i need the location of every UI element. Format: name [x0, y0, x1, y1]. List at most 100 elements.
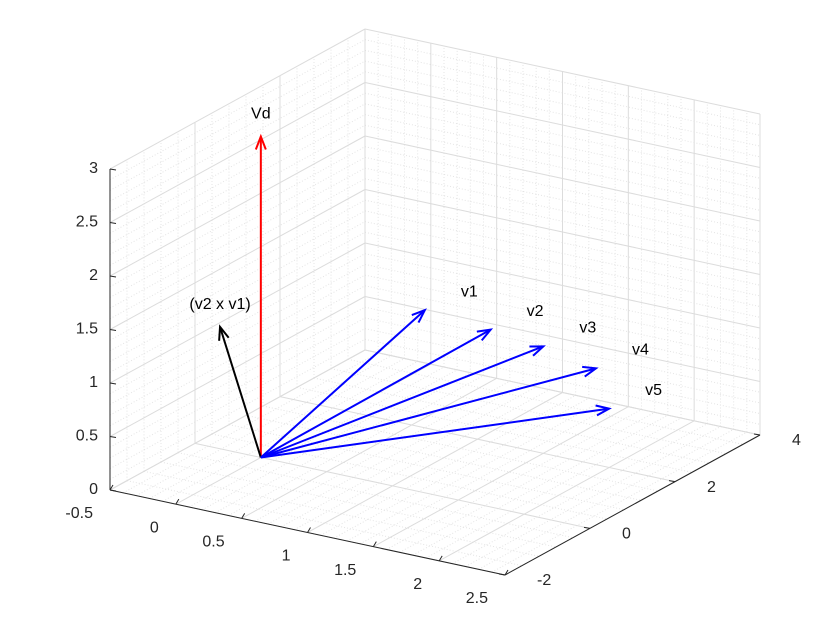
minor-grid-line	[425, 417, 682, 559]
vector-label: v5	[645, 382, 662, 399]
vector-label: v4	[632, 342, 649, 359]
minor-grid-line	[109, 39, 366, 181]
vector-label: v2	[527, 303, 544, 320]
y-tick-label: 0	[622, 526, 631, 543]
minor-grid-line	[109, 253, 366, 395]
arrow-head	[218, 324, 230, 341]
axes: -0.5 0 0.5 1 1.5 2 2.5 -2 0 2 4 0 0.5 1 1.5 2 2.5 3	[65, 160, 801, 607]
minor-grid-line	[188, 366, 445, 508]
minor-grid-line	[109, 103, 366, 245]
grid-line	[364, 28, 761, 115]
grid-line	[241, 377, 497, 519]
grid-line	[109, 189, 366, 330]
minor-grid-line	[280, 386, 537, 528]
tick-mark	[241, 513, 246, 519]
minor-grid-line	[346, 400, 603, 542]
vector-label: Vd	[251, 106, 271, 123]
x-tick-label: -0.5	[65, 505, 93, 522]
z-tick-label: 2.5	[76, 214, 98, 231]
grid-line	[364, 135, 761, 222]
x-tick-label: 2	[413, 576, 422, 593]
grid-line	[109, 135, 366, 277]
minor-grid-line	[412, 414, 669, 556]
grid-line	[373, 406, 629, 548]
tick-mark	[109, 382, 117, 385]
x-axis-line	[109, 489, 506, 576]
arrow-head	[476, 328, 494, 341]
z-tick-label: 1.5	[76, 321, 98, 338]
tick-mark	[307, 527, 311, 533]
minor-grid-line	[109, 49, 366, 191]
grid-line	[109, 349, 366, 491]
minor-grid-line	[109, 328, 366, 470]
tick-mark	[175, 498, 180, 505]
minor-grid-line	[491, 431, 748, 573]
minor-grid-line	[465, 426, 721, 567]
z-tick-label: 0	[89, 481, 98, 498]
minor-grid-line	[452, 423, 708, 565]
y-tick-label: 2	[707, 479, 716, 496]
minor-grid-line	[201, 369, 458, 511]
minor-grid-line	[109, 114, 366, 256]
minor-grid-line	[109, 178, 366, 320]
vector-label: v3	[579, 320, 596, 337]
arrow-shaft	[260, 345, 544, 459]
tick-mark	[372, 541, 377, 547]
minor-grid-line	[109, 146, 366, 288]
tick-mark	[109, 275, 117, 278]
x-tick-label: 1.5	[334, 562, 356, 579]
minor-grid-line	[109, 167, 366, 309]
tick-mark	[668, 480, 676, 483]
grid-line	[364, 296, 761, 382]
tick-mark	[438, 555, 443, 562]
tick-mark	[583, 526, 591, 529]
arrow-head	[254, 133, 267, 150]
minor-grid-line	[109, 317, 366, 459]
vector-label: v1	[461, 283, 478, 300]
minor-grid-line	[136, 355, 392, 497]
minor-grid-line	[109, 210, 366, 352]
minor-grid-line	[109, 306, 366, 448]
minor-grid-line	[109, 231, 366, 373]
minor-grid-line	[267, 383, 524, 525]
y-axis-line	[504, 434, 761, 576]
arrow-shaft	[260, 328, 492, 459]
minor-grid-line	[109, 92, 366, 234]
minor-grid-line	[109, 60, 366, 202]
minor-grid-line	[386, 409, 642, 550]
arrow-head	[582, 365, 599, 378]
minor-grid-line	[109, 274, 366, 416]
arrow-shaft	[219, 326, 262, 458]
arrow-head	[529, 345, 546, 357]
z-tick-label: 3	[89, 160, 98, 177]
grid-line	[364, 189, 761, 275]
arrow-head	[411, 308, 427, 323]
tick-mark	[109, 329, 117, 331]
tick-mark	[753, 433, 761, 436]
minor-grid-line	[149, 358, 405, 499]
minor-grid-line	[109, 156, 366, 298]
vectors: Vd (v2 x v1) v1 v2 v3 v4 v5	[189, 106, 662, 459]
grid-line	[364, 349, 761, 436]
minor-grid-line	[162, 360, 418, 502]
tick-mark	[109, 436, 117, 438]
x-tick-label: 2.5	[466, 590, 488, 607]
grid-line	[307, 392, 563, 533]
minor-grid-line	[109, 338, 366, 480]
grid-line	[364, 242, 761, 329]
minor-grid-line	[109, 221, 366, 363]
arrow-shaft	[260, 367, 597, 459]
minor-grid-line	[320, 394, 576, 536]
z-tick-label: 0.5	[76, 428, 98, 445]
minor-grid-line	[399, 411, 655, 553]
minor-grid-line	[359, 403, 616, 545]
vector-label: (v2 x v1)	[189, 296, 250, 313]
x-tick-label: 1	[282, 548, 291, 565]
minor-grid-line	[109, 199, 366, 341]
y-tick-label: 4	[792, 432, 801, 449]
z-tick-label: 1	[89, 374, 98, 391]
tick-mark	[109, 222, 117, 224]
minor-grid-line	[478, 428, 734, 570]
y-tick-label: -2	[537, 572, 551, 589]
